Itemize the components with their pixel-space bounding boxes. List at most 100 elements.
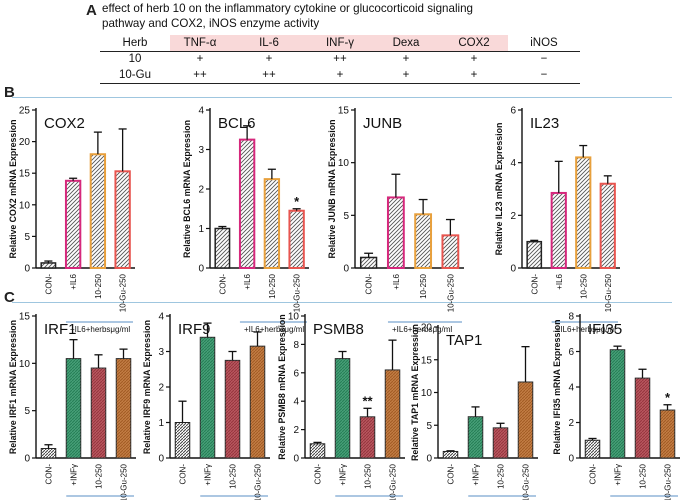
table-cell: ++ xyxy=(170,67,230,84)
chart-title: JUNB xyxy=(363,115,402,132)
bar xyxy=(64,179,82,269)
y-tick-label: 2 xyxy=(158,383,164,394)
x-tick-label: 10-Gu-250 xyxy=(120,463,129,500)
chart-ifi35: 0 2 4 6 8 Relative IFI35 mRNA Expression IFI35… xyxy=(552,312,680,500)
x-tick-label: 10-Gu-250 xyxy=(604,273,613,312)
bar xyxy=(526,240,543,269)
x-tick-label: CON- xyxy=(218,274,227,295)
y-tick-label: 15 xyxy=(19,312,31,323)
bar xyxy=(263,178,281,269)
table-cell: + xyxy=(440,67,508,84)
x-tick-label: +INFγ xyxy=(339,464,348,486)
x-tick-label: 10-Gu-250 xyxy=(522,463,531,500)
separator-b xyxy=(12,97,672,98)
x-tick-label: CON- xyxy=(45,464,54,485)
y-tick-label: 10 xyxy=(421,388,433,399)
bar-texture xyxy=(225,360,240,458)
y-tick-label: 8 xyxy=(568,312,574,323)
x-tick-label: CON- xyxy=(447,464,456,485)
x-tick-label: 10-Gu-250 xyxy=(446,273,455,312)
bar-texture xyxy=(91,368,106,458)
panel-a-label: A xyxy=(86,2,97,19)
x-tick-label: CON- xyxy=(314,464,323,485)
bar xyxy=(309,443,326,459)
chart-title: IRF1 xyxy=(44,321,77,338)
y-tick-label: 1 xyxy=(198,224,204,235)
panel-a-caption: effect of herb 10 on the inflammatory cy… xyxy=(102,1,542,31)
bar xyxy=(599,182,616,270)
table-cell: + xyxy=(470,53,478,66)
bar xyxy=(89,153,107,270)
bar xyxy=(550,191,567,269)
y-tick-label: 15 xyxy=(421,355,433,366)
y-tick-label: 6 xyxy=(568,347,574,358)
table-header-cell: IL-6 xyxy=(230,35,308,52)
group-label: +IL6+herbsμg/ml xyxy=(392,325,452,334)
y-tick-label: 3 xyxy=(158,347,164,358)
chart-title: TAP1 xyxy=(446,332,482,349)
bar-texture xyxy=(610,349,625,458)
bar-texture xyxy=(660,410,675,458)
separator-c xyxy=(12,302,672,303)
y-tick-label: 0 xyxy=(24,264,30,275)
significance-marker: * xyxy=(665,390,671,405)
y-tick-label: 0 xyxy=(510,264,516,275)
y-tick-label: 5 xyxy=(343,211,349,222)
x-tick-label: +IL6 xyxy=(392,273,401,289)
chart-title: PSMB8 xyxy=(313,321,364,338)
bar xyxy=(386,196,405,269)
x-tick-label: CON- xyxy=(530,274,539,295)
table-cell: + xyxy=(308,67,372,84)
x-tick-label: 10-250 xyxy=(229,463,238,488)
table-header-cell: INF-γ xyxy=(308,35,372,52)
chart-bcl6: 0 1 2 3 4 Relative BCL6 mRNA Expression BCL6 CO… xyxy=(182,106,309,334)
y-tick-label: 20 xyxy=(421,323,433,334)
table-header-row: Herb TNF-α IL-6 INF-γ Dexa COX2 iNOS xyxy=(100,35,580,52)
bar xyxy=(238,138,256,269)
bar xyxy=(584,439,601,459)
bar-texture xyxy=(360,416,375,458)
bar xyxy=(359,256,378,269)
y-axis-label: Relative BCL6 mRNA Expression xyxy=(182,120,192,258)
y-tick-label: 0 xyxy=(568,454,574,465)
y-axis-label: Relative TAP1 mRNA Expression xyxy=(410,324,420,461)
y-axis-label: Relative COX2 mRNA Expression xyxy=(8,119,18,258)
table-cell: 10 xyxy=(128,53,142,66)
bar-texture xyxy=(635,378,650,458)
chart-title: IFI35 xyxy=(588,321,622,338)
y-tick-label: 2 xyxy=(568,418,574,429)
x-tick-label: +INFγ xyxy=(204,464,213,486)
y-tick-label: 6 xyxy=(510,106,516,117)
y-axis-label: Relative IL23 mRNA Expression xyxy=(494,123,504,256)
x-tick-label: 10-250 xyxy=(497,463,506,488)
bar-texture xyxy=(250,346,265,458)
y-tick-label: 4 xyxy=(510,158,516,169)
group-label: +IL6+herbsμg/ml xyxy=(70,325,130,334)
chart-il23: 0 2 4 6 Relative IL23 mRNA Expression IL23 CON… xyxy=(494,106,620,334)
y-tick-label: 10 xyxy=(338,158,350,169)
y-tick-label: 5 xyxy=(24,406,30,417)
y-tick-label: 15 xyxy=(338,106,350,117)
y-tick-label: 1 xyxy=(158,418,164,429)
table-row: 10 + + ++ + + − xyxy=(100,51,580,67)
chart-title: BCL6 xyxy=(218,115,256,132)
bar xyxy=(441,234,460,269)
x-tick-label: +INFγ xyxy=(70,464,79,486)
x-tick-label: CON- xyxy=(179,464,188,485)
y-axis-label: Relative IRF9 mRNA Expression xyxy=(142,320,152,454)
y-tick-label: 3 xyxy=(198,145,204,156)
y-tick-label: 15 xyxy=(19,169,31,180)
x-tick-label: +INFγ xyxy=(472,464,481,486)
bar xyxy=(114,170,131,269)
table-header-cell: iNOS xyxy=(508,35,580,52)
x-tick-label: 10-Gu-250 xyxy=(389,463,398,500)
x-tick-label: +IL6 xyxy=(69,273,78,289)
y-tick-label: 0 xyxy=(343,264,349,275)
x-tick-label: 10-Gu-250 xyxy=(119,273,128,312)
